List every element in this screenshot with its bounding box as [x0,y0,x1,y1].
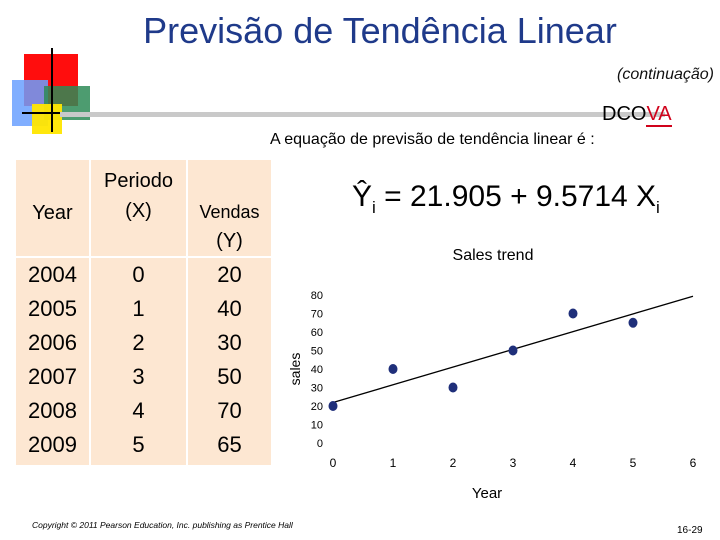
slide-subtitle: (continuação) [617,66,714,83]
slide-title: Previsão de Tendência Linear [143,10,617,51]
data-point [508,345,518,356]
y-tick-label: 50 [311,346,323,358]
y-axis-label: sales [287,353,303,386]
x-tick-label: 4 [570,456,577,470]
x-tick-label: 5 [630,456,637,470]
trend-data-table: Year 2004 2005 2006 2007 2008 2009 Periodo (X… [16,160,271,465]
equation-rhs-sub: i [656,198,660,217]
x-tick-label: 0 [330,456,337,470]
x-tick-label: 2 [450,456,457,470]
table-cell-y: 65 [217,432,242,457]
table-cell-x: 4 [132,398,145,423]
table-cell-y: 20 [217,262,242,287]
table-cell-x: 0 [132,262,145,287]
header-x: (X) [125,200,152,222]
table-cell-year: 2006 [28,330,77,355]
table-cell-year: 2008 [28,398,77,423]
data-point [628,317,638,328]
header-divider [60,112,665,117]
copyright-notice: Copyright © 2011 Pearson Education, Inc.… [32,520,293,530]
equation-body: = 21.905 + 9.5714 X [384,180,657,213]
table-cell-x: 5 [132,432,145,457]
data-point [328,401,338,411]
table-cell-year: 2009 [28,432,77,457]
table-cell-y: 40 [217,296,242,321]
column-year: Year 2004 2005 2006 2007 2008 2009 [16,160,89,465]
y-tick-label: 20 [311,401,323,413]
logo-yellow-square [32,104,62,134]
y-tick-label: 10 [311,420,323,432]
dcova-highlight: VA [646,103,672,127]
sales-trend-chart: Sales trend Year sales 0 10 20 30 40 50 60 70 80 0 1 2… [287,247,697,502]
table-cell-y: 70 [217,398,242,423]
header-divider-line [16,256,271,258]
y-tick-label: 0 [317,438,323,450]
equation-lhs-sub: i [372,198,376,217]
table-cell-x: 2 [132,330,145,355]
table-cell-y: 50 [217,364,242,389]
y-tick-label: 60 [311,327,323,339]
column-x: Periodo (X) 0 1 2 3 4 5 [91,160,186,465]
table-cell-year: 2004 [28,262,77,287]
dcova-prefix: DCO [602,103,647,125]
table-cell-year: 2005 [28,296,77,321]
dcova-label: DCOVA [602,103,672,127]
x-tick-label: 1 [390,456,397,470]
equation-label: A equação de previsão de tendência linea… [270,131,595,148]
data-point [388,364,398,374]
x-tick-label: 6 [690,456,697,470]
chart-title: Sales trend [453,247,534,264]
equation-lhs: Ŷ [352,180,373,213]
table-cell-y: 30 [217,330,242,355]
header-year: Year [32,202,73,224]
trend-equation: Ŷi = 21.905 + 9.5714 Xi [352,180,660,218]
data-point [448,382,458,393]
decorative-logo [12,48,100,134]
x-axis-label: Year [472,485,502,502]
header-vendas: Vendas [199,202,260,222]
y-tick-label: 80 [311,290,323,302]
x-tick-label: 3 [510,456,517,470]
y-tick-label: 70 [311,309,323,321]
table-cell-x: 1 [132,296,145,321]
table-cell-year: 2007 [28,364,77,389]
y-tick-label: 30 [311,383,323,395]
data-point [568,308,578,319]
page-number: 16-29 [677,525,703,536]
table-cell-x: 3 [132,364,145,389]
column-y: Vendas (Y) 20 40 30 50 70 65 [188,160,271,465]
header-periodo: Periodo [104,170,173,192]
y-tick-label: 40 [311,364,323,376]
header-y: (Y) [216,230,243,252]
